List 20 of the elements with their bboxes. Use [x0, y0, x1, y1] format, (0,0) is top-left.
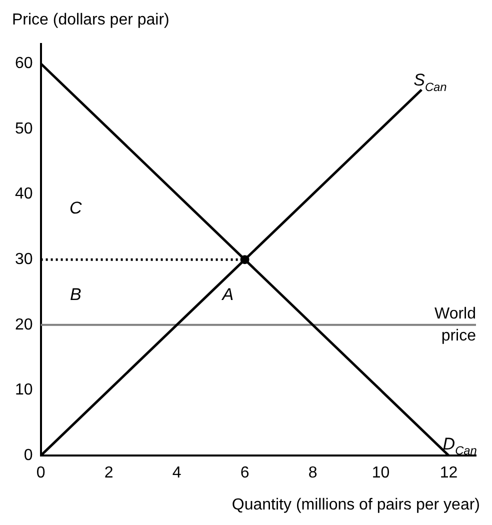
y-axis-title: Price (dollars per pair): [12, 11, 170, 28]
x-axis-title: Quantity (millions of pairs per year): [232, 496, 480, 514]
y-tick-label: 50: [15, 120, 33, 138]
x-tick-label: 0: [36, 464, 46, 482]
y-tick-label: 30: [15, 251, 33, 268]
y-tick-label: 10: [15, 382, 33, 399]
y-tick-label: 40: [15, 186, 33, 203]
x-tick-label: 4: [172, 464, 182, 482]
x-tick-label: 10: [372, 464, 390, 482]
ref-line-label: World price: [434, 305, 476, 344]
x-tick-label: 8: [308, 464, 318, 482]
y-tick-label: 60: [15, 55, 33, 72]
annotation: A: [221, 284, 234, 304]
x-tick-label: 2: [104, 464, 114, 482]
annotation: C: [69, 198, 82, 218]
y-tick-label: 20: [15, 316, 33, 334]
annotation: B: [70, 284, 82, 304]
y-tick-label: 0: [24, 447, 33, 464]
x-tick-label: 6: [240, 464, 250, 482]
x-tick-label: 12: [440, 464, 458, 482]
